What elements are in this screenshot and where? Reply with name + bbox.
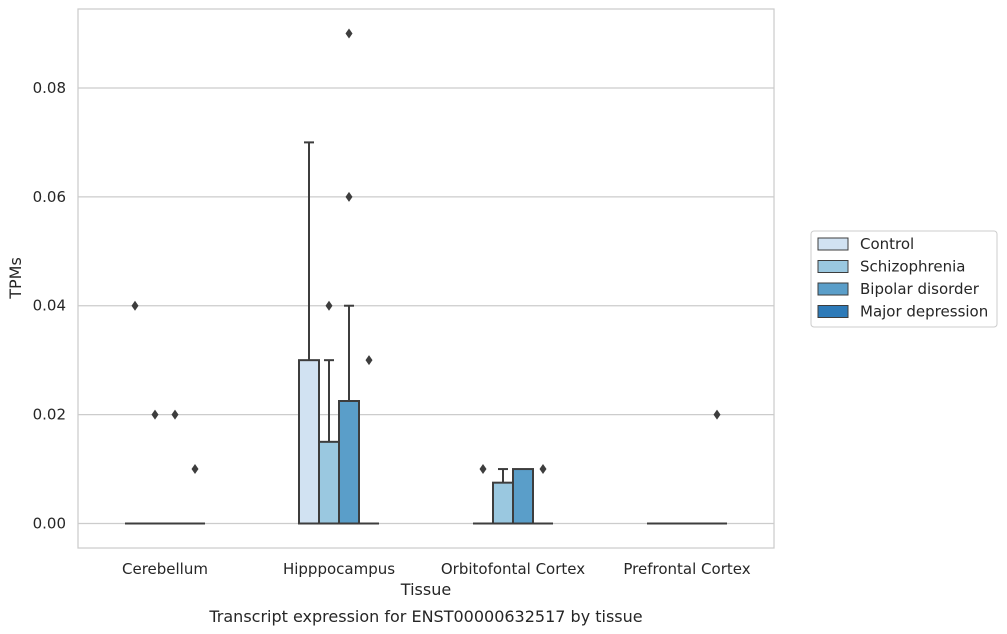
box-group <box>165 409 185 525</box>
box <box>318 440 340 525</box>
outlier-point <box>151 409 159 420</box>
legend-swatch <box>817 305 849 318</box>
box <box>338 400 360 525</box>
legend-swatch <box>817 260 849 273</box>
x-tick-label: Hipppocampus <box>283 560 395 578</box>
outlier-point <box>131 300 139 311</box>
outlier-point <box>345 28 353 39</box>
legend-label: Bipolar disorder <box>860 280 980 298</box>
legend-frame <box>810 230 998 328</box>
chart-caption: Transcript expression for ENST0000063251… <box>208 607 642 626</box>
box-group <box>707 409 727 525</box>
outlier-point <box>325 300 333 311</box>
plot-frame <box>77 8 775 549</box>
box <box>492 481 514 525</box>
legend-label: Control <box>860 235 914 253</box>
legend: Control Schizophrenia Bipolar disorder Majo… <box>810 230 998 328</box>
box <box>512 468 534 525</box>
outlier-point <box>479 464 487 475</box>
y-tick-label: 0.04 <box>33 297 66 315</box>
x-axis-ticks: Cerebellum Hipppocampus Orbitofontal Corte… <box>122 560 751 578</box>
box-series <box>125 28 727 525</box>
box-group <box>359 355 379 525</box>
box-group <box>185 464 205 525</box>
legend-label: Major depression <box>860 303 988 321</box>
box <box>298 359 320 525</box>
box-group <box>318 300 340 525</box>
legend-swatch <box>817 237 849 251</box>
box-group <box>512 468 534 525</box>
x-axis-title: Tissue <box>400 580 451 599</box>
x-tick-label: Cerebellum <box>122 560 208 578</box>
legend-label: Schizophrenia <box>860 258 965 276</box>
box-group <box>125 300 145 525</box>
box-group <box>533 464 553 525</box>
outlier-point <box>171 409 179 420</box>
box-group <box>338 28 360 525</box>
y-tick-label: 0.06 <box>33 188 66 206</box>
x-tick-label: Orbitofontal Cortex <box>441 560 585 578</box>
outlier-point <box>539 464 547 475</box>
y-tick-label: 0.08 <box>33 79 66 97</box>
y-axis-ticks: 0.00 0.02 0.04 0.06 0.08 <box>33 79 66 533</box>
outlier-point <box>713 409 721 420</box>
legend-swatch <box>817 282 849 296</box>
y-tick-label: 0.00 <box>33 515 66 533</box>
box-group <box>473 464 493 525</box>
y-axis-title: TPMs <box>6 257 25 300</box>
outlier-point <box>365 355 373 366</box>
x-tick-label: Prefrontal Cortex <box>623 560 750 578</box>
outlier-point <box>345 191 353 202</box>
box-group <box>145 409 165 525</box>
box-group <box>298 141 320 525</box>
outlier-point <box>191 464 199 475</box>
y-tick-label: 0.02 <box>33 406 66 424</box>
